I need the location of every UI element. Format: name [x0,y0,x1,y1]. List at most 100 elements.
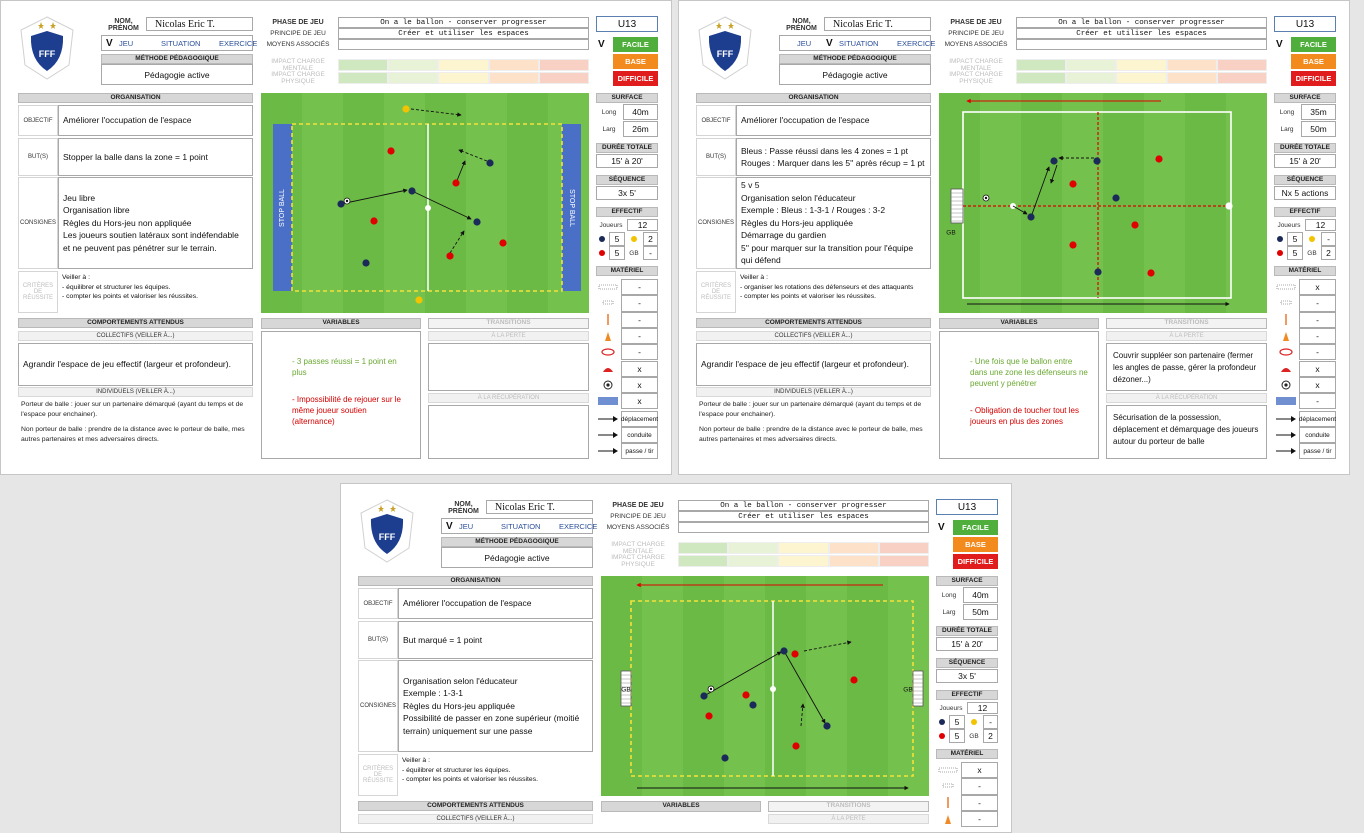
material-value: - [621,311,658,328]
move-head [613,448,618,454]
field-label: STOP BALL [568,189,575,227]
section-header: COMPORTEMENTS ATTENDUS [696,318,931,328]
logo: FFF [698,16,752,80]
surface-value: 50m [1301,121,1336,137]
impact-scale [778,555,829,567]
impact-scale [538,59,589,71]
movement-arrow [410,108,462,117]
sequence-header: SÉQUENCE [936,658,998,668]
phase-label: PHASE DE JEU [272,19,324,26]
surface-label: Long [1279,108,1295,116]
impact-scale [728,542,779,554]
text-line: Stopper la balle dans la zone = 1 point [63,151,208,162]
row-label: OBJECTIF [358,588,398,619]
logo: FFF [20,16,74,80]
logo-star [378,505,384,512]
icon-ring [1279,348,1293,356]
icon-marker [603,367,613,372]
ball-patch [984,196,988,200]
icon-hurdle [1280,300,1292,305]
material-icon [942,783,954,788]
row-text: Améliorer l'occupation de l'espace [58,105,253,136]
name: Nicolas Eric T. [146,17,253,31]
movement-arrow [1030,166,1050,218]
effectif-header: EFFECTIF [936,690,998,700]
material-value: - [621,295,658,312]
text-line: Améliorer l'occupation de l'espace [403,598,532,609]
row-text: Veiller à : - organiser les rotations des… [736,271,931,313]
tab-check: V [826,37,833,49]
phase-value [338,39,589,50]
field-stripe [683,576,724,796]
player [850,676,858,684]
impact-label: IMPACT CHARGE MENTALE [271,58,325,72]
tab: EXERCICE [219,38,258,48]
section-header: VARIABLES [939,318,1099,329]
impact-scale [728,555,779,567]
sequence-header: SÉQUENCE [1274,175,1336,185]
impact-scale [1016,59,1067,71]
icon-marker [1281,367,1291,372]
text-line: Règles du Hors-jeu non appliquée [63,217,192,228]
logo-star [38,22,44,29]
material-header: MATÉRIEL [1274,266,1336,276]
text-line: 5'' pour marquer sur la transition pour … [741,242,914,266]
section-header: TRANSITIONS [768,801,929,812]
surface-value: 40m [963,587,998,603]
phase-label: PHASE DE JEU [950,19,1002,26]
section-header: VARIABLES [601,801,761,812]
phase-label: MOYENS ASSOCIÉS [606,524,670,531]
section-header: ORGANISATION [358,576,593,586]
method-label: MÉTHODE PÉDAGOGIQUE [441,537,593,547]
player [473,218,481,226]
movement-arrow [1050,164,1058,184]
surface-value: 40m [623,104,658,120]
player [700,692,708,700]
method-label: MÉTHODE PÉDAGOGIQUE [101,54,253,64]
method: Pédagogie active [101,64,253,85]
movement-arrow [1012,205,1028,215]
sub-header: À LA RÉCUPÉRATION [428,393,589,403]
recovery: Sécurisation de la possession, déplaceme… [1106,405,1267,459]
material-icon [598,284,618,290]
player [486,159,494,167]
field-stripe [765,576,806,796]
name-label: NOM, PRÉNOM [108,17,139,32]
icon-ladder [1276,284,1296,290]
material-value: x [621,393,658,410]
sub-header: COLLECTIFS (VEILLER À...) [358,814,593,824]
player [1069,180,1077,188]
move-icon [598,432,618,438]
material-icon [607,313,609,325]
row-label: CRITÈRES DE RÉUSSITE [358,754,398,796]
impact-label: IMPACT CHARGE PHYSIQUE [611,554,665,568]
row-text: Veiller à : - équilibrer et structurer le… [398,754,593,796]
section-header: COMPORTEMENTS ATTENDUS [18,318,253,328]
impact-scale [388,72,439,84]
icon-ladder [938,767,958,773]
difficulty-check: V [938,522,945,533]
text-line: Règles du Hors-jeu appliquée [403,700,515,711]
move-head [1291,432,1296,438]
material-value: x [961,762,998,779]
sheet: FFF NOM, PRÉNOM Nicolas Eric T. JEU V SITUATI… [0,0,672,475]
player [370,217,378,225]
material-value: - [1299,311,1336,328]
team-extra-label: GB [629,249,639,257]
collective: Agrandir l'espace de jeu effectif (large… [18,343,253,386]
text-line: Non porteur de balle : prendre de la dis… [21,426,245,443]
player [387,147,395,155]
surface-value: 50m [963,604,998,620]
movement-arrow [449,230,465,254]
text-line: Organisation selon l'éducateur [741,192,856,203]
material-value: - [961,794,998,811]
extra-dot [971,719,977,725]
phase-label: PRINCIPE DE JEU [948,30,1004,37]
surface-header: SURFACE [596,93,658,103]
difficulty: FACILE [613,37,658,52]
material-value: x [1299,360,1336,377]
duration: 15' à 20' [596,154,658,168]
phase-value: On a le ballon - conserver progresser [338,17,589,28]
surface-header: SURFACE [936,576,998,586]
team-extra: - [983,715,998,729]
